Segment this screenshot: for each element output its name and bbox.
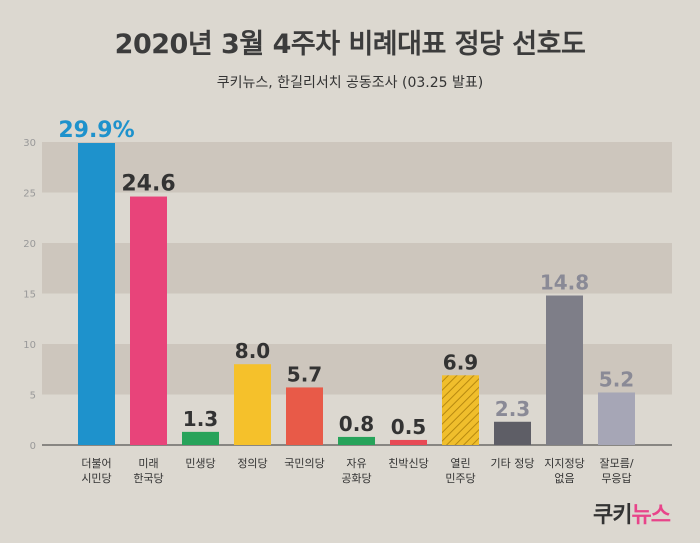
grid-band — [42, 142, 672, 193]
chart-subtitle: 쿠키뉴스, 한길리서치 공동조사 (03.25 발표) — [216, 75, 484, 91]
y-tick-label: 0 — [30, 441, 36, 452]
y-tick-label: 25 — [23, 189, 36, 200]
x-tick-label: 더불어 — [81, 457, 111, 470]
y-tick-label: 10 — [23, 340, 36, 351]
x-tick-label: 자유 — [346, 457, 366, 470]
value-label: 6.9 — [443, 350, 478, 374]
brand-logo: 쿠키뉴스 — [593, 497, 671, 529]
bar — [494, 421, 531, 445]
y-tick-label: 5 — [30, 391, 36, 402]
y-tick-label: 20 — [23, 239, 36, 250]
value-label: 8.0 — [235, 339, 270, 363]
x-tick-label: 민주당 — [445, 472, 475, 485]
x-tick-label: 잘모름/ — [599, 457, 633, 470]
x-tick-label: 지지정당 — [544, 457, 584, 470]
y-tick-label: 30 — [23, 138, 36, 149]
value-label: 2.3 — [495, 397, 530, 421]
bar — [234, 364, 271, 445]
x-tick-label: 열린 — [450, 457, 470, 470]
x-tick-label: 친박신당 — [388, 457, 428, 470]
x-tick-label: 국민의당 — [284, 457, 324, 470]
chart-title: 2020년 3월 4주차 비례대표 정당 선호도 — [114, 29, 586, 60]
bar — [78, 143, 115, 445]
bar — [338, 436, 375, 445]
value-label: 5.7 — [287, 362, 322, 386]
x-tick-label: 공화당 — [341, 472, 371, 485]
x-tick-label: 민생당 — [185, 457, 215, 470]
x-tick-label: 없음 — [554, 472, 574, 485]
x-tick-label: 기타 정당 — [491, 457, 535, 470]
value-label: 14.8 — [540, 271, 589, 295]
value-label: 29.9% — [58, 118, 134, 143]
x-tick-label: 무응답 — [601, 472, 631, 485]
value-label: 0.5 — [391, 415, 426, 439]
value-label: 24.6 — [121, 172, 175, 197]
logo-part2: 뉴스 — [631, 503, 670, 528]
x-tick-label: 시민당 — [81, 472, 111, 485]
bar — [546, 295, 583, 445]
bar — [130, 196, 167, 445]
x-tick-label: 한국당 — [133, 472, 163, 485]
value-label: 5.2 — [599, 367, 634, 391]
bar — [442, 375, 479, 445]
value-label: 1.3 — [183, 407, 218, 431]
bar — [286, 387, 323, 445]
y-tick-label: 15 — [23, 290, 36, 301]
logo-part1: 쿠키 — [593, 503, 632, 528]
bar — [182, 431, 219, 445]
bar — [598, 392, 635, 445]
x-tick-label: 정의당 — [237, 457, 267, 470]
value-label: 0.8 — [339, 412, 374, 436]
x-tick-label: 미래 — [138, 457, 158, 470]
bar — [390, 439, 427, 445]
